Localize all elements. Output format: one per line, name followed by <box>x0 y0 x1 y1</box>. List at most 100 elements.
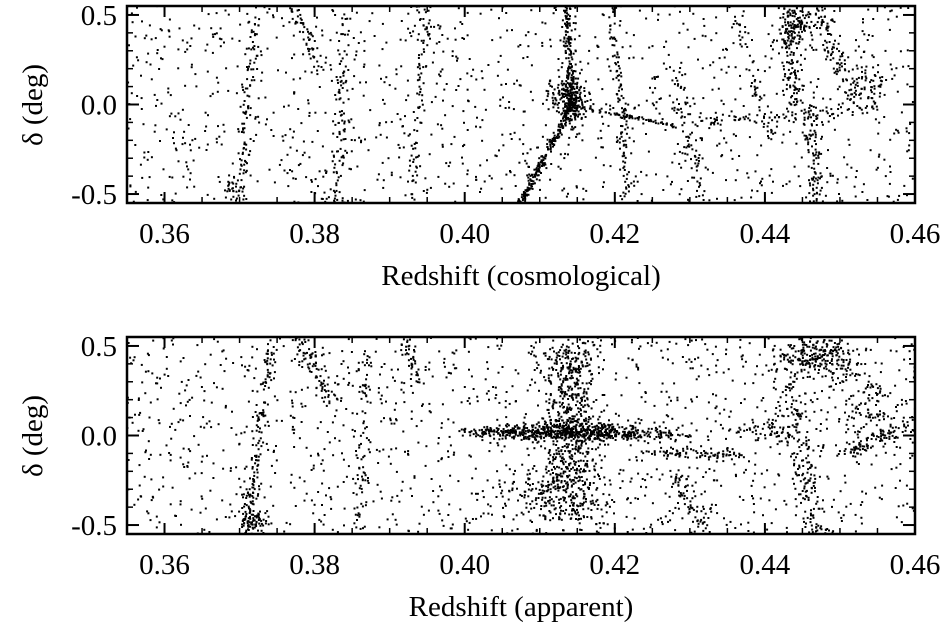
data-point <box>535 423 538 426</box>
data-point <box>255 497 258 500</box>
data-point <box>347 119 350 122</box>
data-point <box>575 114 578 116</box>
data-point <box>611 37 614 40</box>
data-point <box>804 48 807 51</box>
data-point <box>588 487 590 489</box>
data-point <box>548 402 551 405</box>
data-point <box>645 17 648 20</box>
data-point <box>568 365 571 368</box>
data-point <box>672 101 675 104</box>
data-point <box>480 187 483 190</box>
data-point <box>519 493 522 496</box>
data-point <box>641 430 644 433</box>
data-point <box>490 8 493 11</box>
data-point <box>825 28 828 31</box>
data-point <box>629 424 632 427</box>
data-point <box>549 434 552 437</box>
data-point <box>585 431 588 434</box>
data-point <box>591 499 594 502</box>
data-point <box>609 431 612 434</box>
data-point <box>524 159 527 162</box>
data-point <box>619 20 622 22</box>
data-point <box>262 518 265 521</box>
data-point <box>184 84 187 87</box>
data-point <box>464 427 467 430</box>
data-point <box>787 68 790 71</box>
data-point <box>553 134 556 137</box>
data-point <box>826 181 829 184</box>
data-point <box>256 68 259 70</box>
data-point <box>865 77 868 80</box>
data-point <box>571 491 574 494</box>
data-point <box>841 65 843 68</box>
data-point <box>544 421 547 424</box>
data-point <box>600 137 603 140</box>
data-point <box>146 199 149 202</box>
data-point <box>719 423 722 426</box>
data-point <box>533 432 536 435</box>
data-point <box>240 179 243 182</box>
data-point <box>249 174 252 177</box>
data-point <box>362 65 365 68</box>
data-point <box>255 424 258 427</box>
data-point <box>484 108 487 111</box>
data-point <box>578 370 581 373</box>
data-point <box>246 12 249 15</box>
data-point <box>679 10 681 13</box>
data-point <box>645 450 648 453</box>
data-point <box>366 400 369 403</box>
data-point <box>355 54 358 57</box>
data-point <box>365 81 367 84</box>
data-point <box>474 431 477 434</box>
data-point <box>243 141 246 144</box>
data-point <box>542 159 545 162</box>
data-point <box>788 44 791 47</box>
data-point <box>628 430 631 433</box>
data-point <box>232 195 235 198</box>
data-point <box>560 449 563 452</box>
data-point <box>758 99 761 102</box>
data-point <box>564 22 567 25</box>
data-point <box>575 185 578 188</box>
data-point <box>577 449 579 452</box>
data-point <box>739 87 742 90</box>
data-point <box>364 474 367 477</box>
data-point <box>570 485 573 488</box>
data-point <box>576 106 579 109</box>
data-point <box>559 153 562 156</box>
data-point <box>556 103 559 106</box>
data-point <box>567 346 570 349</box>
data-point <box>666 175 669 178</box>
data-point <box>807 149 810 151</box>
data-point <box>640 450 643 453</box>
data-point <box>563 157 566 160</box>
data-point <box>566 426 569 429</box>
data-point <box>847 70 850 73</box>
data-point <box>270 351 273 354</box>
data-point <box>337 49 340 52</box>
data-point <box>445 162 448 165</box>
data-point <box>555 9 557 11</box>
data-point <box>552 458 555 461</box>
data-point <box>338 130 341 133</box>
data-point <box>585 382 588 385</box>
data-point <box>843 156 846 159</box>
data-point <box>587 447 590 450</box>
data-point <box>565 195 568 198</box>
data-point <box>525 437 528 440</box>
data-point <box>649 431 652 434</box>
data-point <box>741 36 744 39</box>
data-point <box>690 158 692 161</box>
data-point <box>189 143 191 146</box>
data-point <box>499 434 502 437</box>
data-point <box>763 70 766 73</box>
data-point <box>878 95 881 98</box>
data-point <box>794 86 797 89</box>
data-point <box>636 432 639 435</box>
data-point <box>574 15 577 18</box>
data-point <box>540 435 543 438</box>
data-point <box>572 76 575 79</box>
data-point <box>561 343 564 346</box>
data-point <box>583 420 586 423</box>
data-point <box>449 161 452 164</box>
